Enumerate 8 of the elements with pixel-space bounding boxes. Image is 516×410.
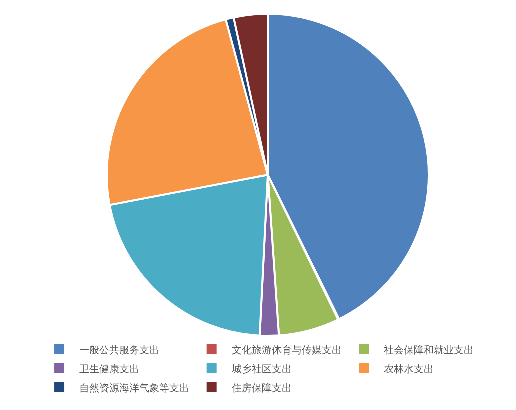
legend-label: 农林水支出 [384, 363, 434, 376]
legend-label: 住房保障支出 [232, 382, 292, 394]
legend-label: 文化旅游体育与传媒支出 [232, 344, 342, 356]
legend-label: 自然资源海洋气象等支出 [80, 382, 190, 394]
legend-label: 卫生健康支出 [80, 363, 140, 376]
legend-label: 城乡社区支出 [230, 363, 292, 376]
legend-label: 社会保障和就业支出 [384, 344, 474, 356]
legend-label: 一般公共服务支出 [80, 344, 160, 356]
